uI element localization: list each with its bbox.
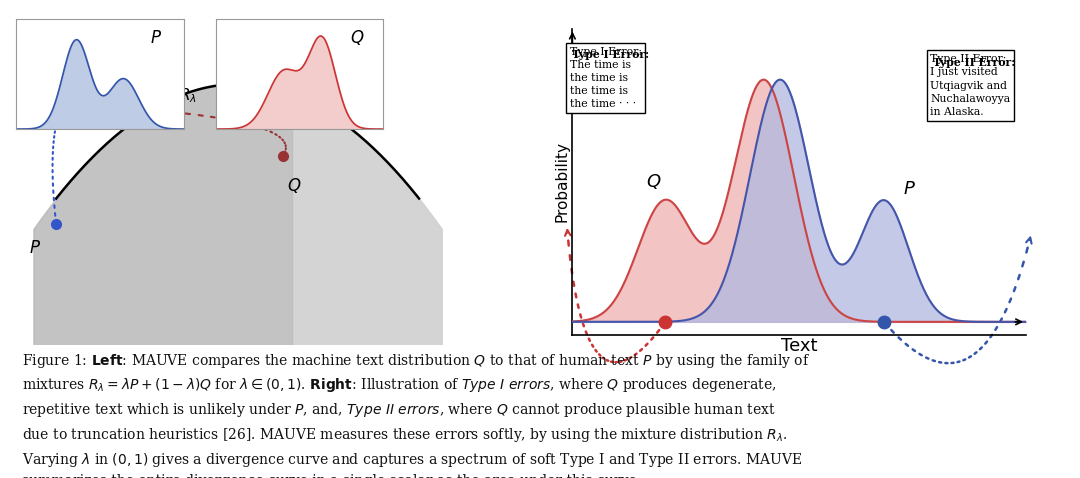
Text: $P$: $P$	[150, 29, 162, 47]
X-axis label: Text: Text	[781, 337, 818, 355]
Text: Type II Error:
I just visited
Utqiagvik and
Nuchalawoyya
in Alaska.: Type II Error: I just visited Utqiagvik …	[930, 54, 1011, 117]
Text: $P$: $P$	[903, 180, 916, 198]
Text: Type I Error:
The time is
the time is
the time is
the time · · ·: Type I Error: The time is the time is th…	[569, 46, 642, 109]
Text: $Q$: $Q$	[350, 28, 364, 47]
Text: $Q$: $Q$	[646, 172, 662, 191]
Text: Type I Error:: Type I Error:	[572, 49, 649, 60]
Text: Type II Error:: Type II Error:	[933, 57, 1015, 68]
Text: $R_\lambda$: $R_\lambda$	[178, 87, 197, 105]
Text: $P$: $P$	[29, 239, 41, 257]
Text: Figure 1: $\mathbf{Left}$: M$\mathregular{AUVE}$ compares the machine text distr: Figure 1: $\mathbf{Left}$: M$\mathregula…	[22, 351, 810, 478]
Text: $Q$: $Q$	[287, 176, 302, 196]
Y-axis label: Probability: Probability	[555, 141, 569, 222]
